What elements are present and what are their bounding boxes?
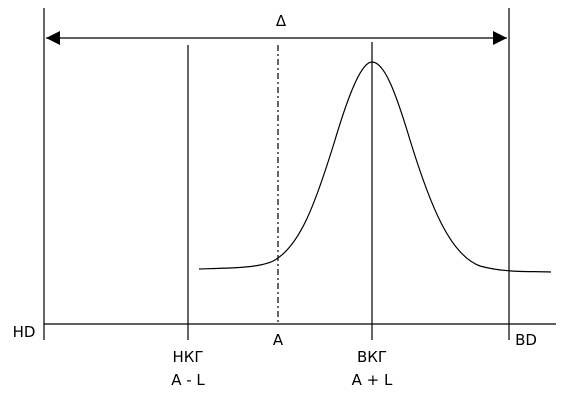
peak-curve (198, 61, 552, 273)
marker-sublabel: A - L (171, 371, 205, 389)
left-label: HD (13, 323, 36, 341)
delta-label: Δ (276, 12, 287, 30)
marker-sublabel: A + L (352, 371, 393, 389)
right-label: BD (515, 331, 537, 349)
marker-label: НКГ (172, 348, 203, 366)
marker-label: A (273, 331, 284, 349)
marker-label: ВКГ (357, 348, 387, 366)
